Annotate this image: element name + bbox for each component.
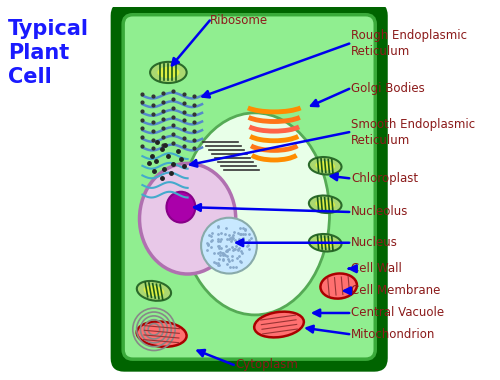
Ellipse shape — [320, 274, 357, 299]
Text: Cell Membrane: Cell Membrane — [351, 284, 440, 298]
Text: Cytoplasm: Cytoplasm — [236, 358, 298, 371]
Text: Typical
Plant
Cell: Typical Plant Cell — [8, 19, 88, 87]
Ellipse shape — [144, 285, 164, 296]
Text: Nucleolus: Nucleolus — [351, 206, 408, 218]
Text: Rough Endoplasmic
Reticulum: Rough Endoplasmic Reticulum — [351, 29, 467, 58]
Ellipse shape — [316, 200, 335, 209]
Ellipse shape — [180, 113, 330, 315]
Ellipse shape — [136, 321, 186, 347]
Ellipse shape — [316, 161, 335, 171]
Ellipse shape — [254, 312, 304, 337]
Text: Cell Wall: Cell Wall — [351, 262, 402, 275]
Text: Ribosome: Ribosome — [210, 14, 268, 27]
Ellipse shape — [309, 157, 342, 174]
Ellipse shape — [309, 234, 342, 252]
Text: Central Vacuole: Central Vacuole — [351, 307, 444, 320]
Text: Smooth Endoplasmic
Reticulum: Smooth Endoplasmic Reticulum — [351, 117, 476, 147]
Ellipse shape — [201, 218, 257, 274]
Ellipse shape — [150, 62, 186, 83]
Ellipse shape — [309, 196, 342, 213]
FancyBboxPatch shape — [110, 2, 388, 372]
Ellipse shape — [137, 281, 171, 301]
Text: Mitochondrion: Mitochondrion — [351, 328, 436, 340]
Ellipse shape — [140, 163, 235, 274]
Text: Golgi Bodies: Golgi Bodies — [351, 82, 425, 95]
Ellipse shape — [158, 66, 180, 78]
FancyBboxPatch shape — [123, 15, 375, 359]
Text: Chloroplast: Chloroplast — [351, 172, 418, 185]
Ellipse shape — [166, 192, 196, 223]
Ellipse shape — [316, 238, 335, 247]
Text: Nucleus: Nucleus — [351, 236, 398, 249]
